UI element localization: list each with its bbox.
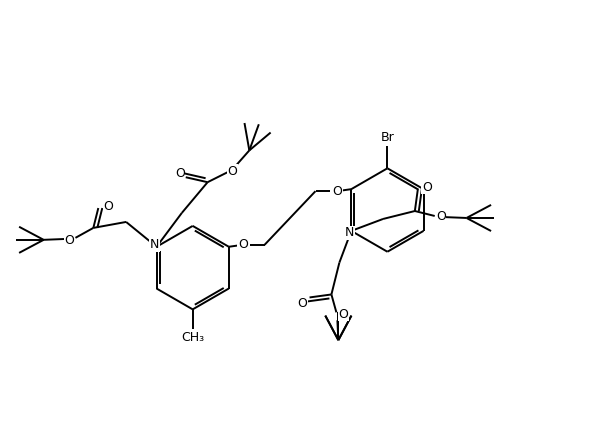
Text: O: O [339,308,348,321]
Text: Br: Br [380,131,395,144]
Text: N: N [150,238,159,251]
Text: CH₃: CH₃ [181,331,204,344]
Text: O: O [228,165,237,178]
Text: O: O [103,199,113,213]
Text: O: O [64,234,74,248]
Text: O: O [238,238,248,251]
Text: O: O [175,167,185,180]
Text: O: O [333,184,342,198]
Text: O: O [436,210,446,224]
Text: O: O [297,297,308,310]
Text: N: N [344,226,354,239]
Text: O: O [422,181,432,194]
